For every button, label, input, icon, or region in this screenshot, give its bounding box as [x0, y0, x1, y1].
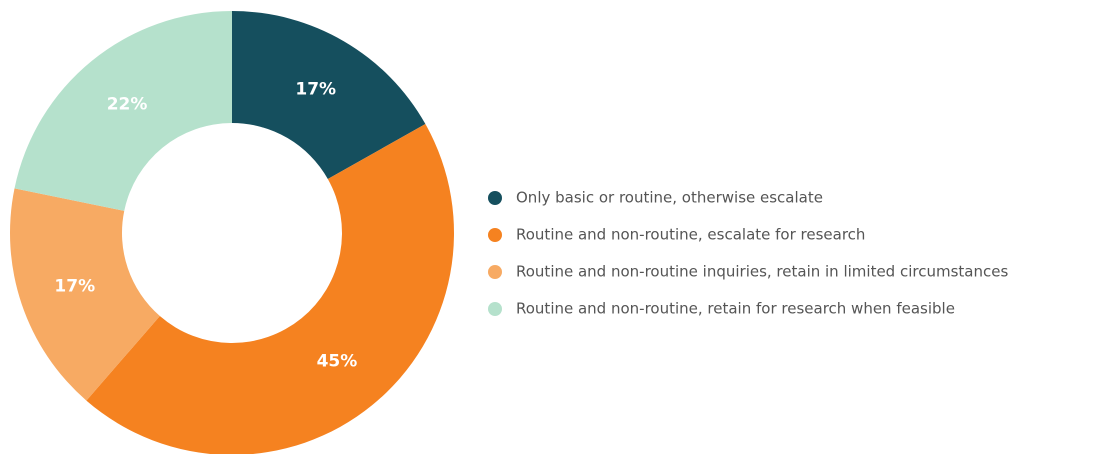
- legend-label: Routine and non-routine, retain for rese…: [516, 300, 955, 318]
- donut-slice: [232, 11, 426, 179]
- donut-slice: [14, 11, 233, 211]
- legend-swatch: [488, 191, 502, 205]
- legend-label: Routine and non-routine inquiries, retai…: [516, 263, 1008, 281]
- slice-label: 45%: [317, 352, 358, 372]
- donut-slice: [10, 188, 160, 401]
- donut-slice: [86, 123, 454, 454]
- legend-swatch: [488, 228, 502, 242]
- legend-label: Routine and non-routine, escalate for re…: [516, 226, 865, 244]
- legend-swatch: [488, 302, 502, 316]
- legend-swatch: [488, 265, 502, 279]
- slice-label: 22%: [107, 94, 148, 114]
- slice-label: 17%: [295, 80, 336, 100]
- slice-label: 17%: [54, 276, 95, 296]
- legend-label: Only basic or routine, otherwise escalat…: [516, 189, 823, 207]
